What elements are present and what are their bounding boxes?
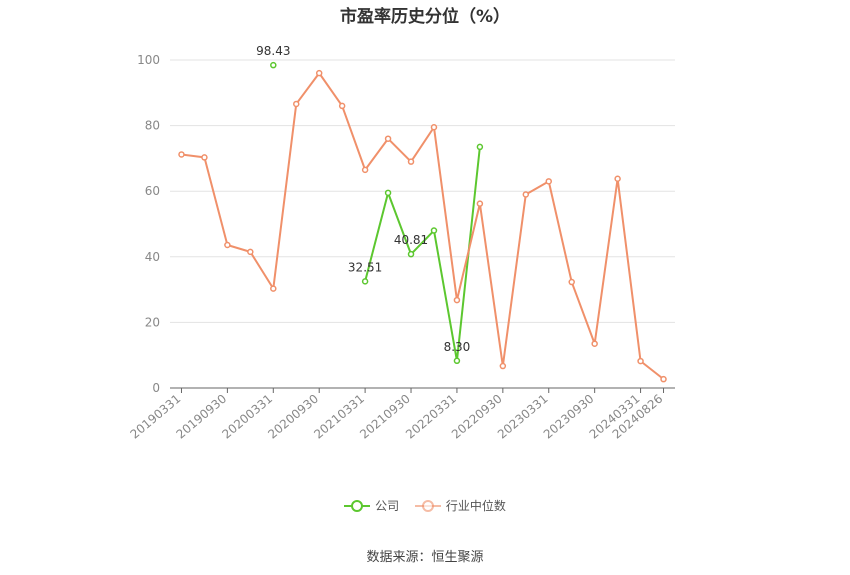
data-label: 98.43 [256,44,290,58]
data-point-1 [178,151,185,158]
y-tick-label: 20 [145,315,160,329]
data-label: 8.30 [444,340,471,354]
data-point-0 [453,357,461,365]
data-point-0 [407,250,415,258]
legend-industry-icon [414,499,441,512]
data-point-1 [384,135,392,142]
y-tick-label: 80 [145,119,160,133]
chart-title: 市盈率历史分位（%） [339,7,511,27]
y-tick-label: 0 [152,381,160,395]
legend-label-company: 公司 [375,499,400,513]
chart-plot: 0204060801002019033120190930202003312020… [128,44,675,442]
data-point-1 [201,154,208,161]
data-point-1 [499,362,507,370]
chart-legend: 公司 行业中位数 [0,497,850,516]
data-point-1 [637,357,644,365]
legend-item-company[interactable]: 公司 [344,497,399,514]
data-point-1 [270,285,277,292]
legend-label-industry: 行业中位数 [445,499,506,513]
y-tick-label: 40 [145,250,160,264]
series-line-0 [364,146,481,362]
data-point-0 [361,278,369,285]
series-line-1 [181,72,665,380]
data-point-1 [315,69,323,77]
data-point-1 [545,178,552,185]
data-point-1 [591,340,598,347]
data-point-1 [568,278,575,286]
data-label: 32.51 [348,260,382,274]
data-point-1 [338,102,346,110]
data-point-1 [224,241,231,249]
data-point-0 [384,189,392,197]
y-tick-label: 100 [137,53,160,67]
data-point-1 [430,123,438,131]
legend-company-icon [344,499,371,512]
data-point-1 [293,100,300,108]
data-label: 40.81 [394,233,428,247]
data-point-1 [614,175,621,182]
legend-item-industry[interactable]: 行业中位数 [414,497,506,514]
data-point-0 [270,61,277,69]
data-point-0 [476,143,484,151]
data-source: 数据来源：恒生聚源 [366,550,484,565]
data-point-1 [361,166,369,174]
data-point-1 [476,200,484,207]
data-point-1 [660,375,667,383]
data-point-1 [453,296,461,304]
data-point-1 [407,158,415,165]
data-point-1 [522,191,530,198]
data-point-0 [430,227,438,234]
y-tick-label: 60 [145,184,160,198]
data-point-1 [247,248,254,256]
